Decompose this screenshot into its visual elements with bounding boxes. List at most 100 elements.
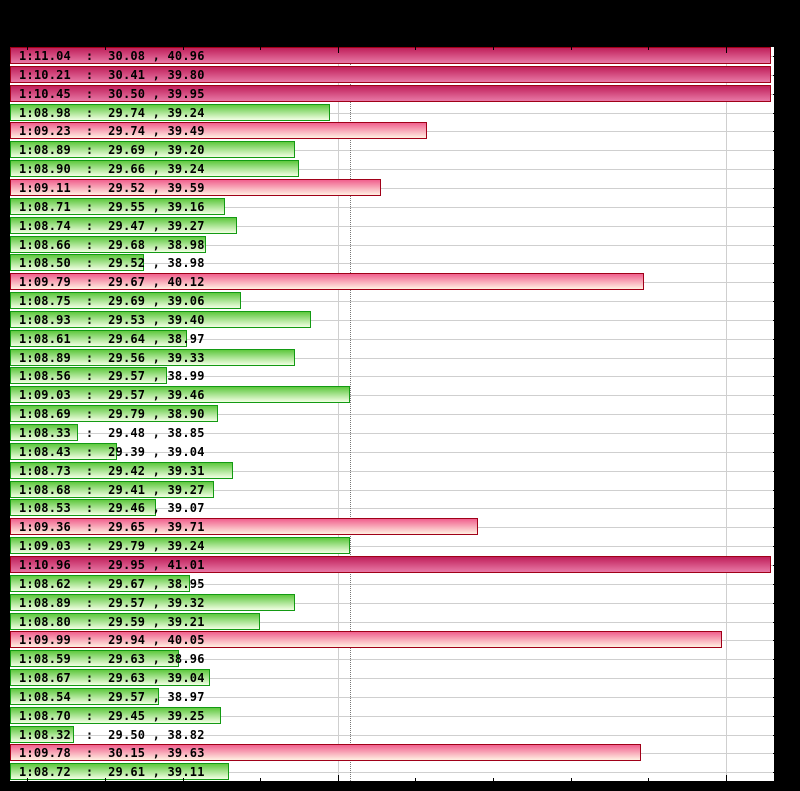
lap-bar xyxy=(10,537,350,554)
axis-tick xyxy=(415,778,416,781)
lap-label: 1:08.80 : 29.59 , 39.21 xyxy=(19,615,205,629)
horizontal-gridline xyxy=(10,207,773,208)
lap-label: 1:08.93 : 29.53 , 39.40 xyxy=(19,313,205,327)
lap-bar xyxy=(10,726,74,743)
axis-tick xyxy=(27,778,28,781)
axis-tick xyxy=(260,47,261,50)
right-axis-tick xyxy=(773,320,776,321)
lap-label: 1:08.89 : 29.56 , 39.33 xyxy=(19,351,205,365)
axis-tick xyxy=(493,778,494,781)
right-axis-tick xyxy=(773,301,776,302)
lap-bar xyxy=(10,179,381,196)
lap-label: 1:08.72 : 29.61 , 39.11 xyxy=(19,765,205,779)
bar-row: 1:10.45 : 30.50 , 39.95 xyxy=(10,85,773,104)
right-axis-tick xyxy=(773,584,776,585)
bar-row: 1:08.74 : 29.47 , 39.27 xyxy=(10,217,773,236)
lap-bar xyxy=(10,688,159,705)
right-axis-tick xyxy=(773,226,776,227)
bar-row: 1:08.89 : 29.57 , 39.32 xyxy=(10,594,773,613)
right-axis-tick xyxy=(773,490,776,491)
horizontal-gridline xyxy=(10,603,773,604)
lap-bar xyxy=(10,763,229,780)
lap-bar xyxy=(10,254,144,271)
lap-bar xyxy=(10,367,167,384)
lap-bar xyxy=(10,462,233,479)
lap-label: 1:11.04 : 30.08 , 40.96 xyxy=(19,49,205,63)
lap-label: 1:08.69 : 29.79 , 38.90 xyxy=(19,407,205,421)
bar-row: 1:08.32 : 29.50 , 38.82 xyxy=(10,726,773,745)
right-axis-tick xyxy=(773,603,776,604)
lap-bar xyxy=(10,160,299,177)
horizontal-gridline xyxy=(10,433,773,434)
lap-label: 1:08.56 : 29.57 , 38.99 xyxy=(19,369,205,383)
lap-bar xyxy=(10,631,722,648)
lap-label: 1:08.89 : 29.57 , 39.32 xyxy=(19,596,205,610)
bar-row: 1:08.69 : 29.79 , 38.90 xyxy=(10,405,773,424)
axis-tick xyxy=(183,778,184,781)
bar-row: 1:09.11 : 29.52 , 39.59 xyxy=(10,179,773,198)
right-axis-tick xyxy=(773,716,776,717)
bar-row: 1:08.80 : 29.59 , 39.21 xyxy=(10,613,773,632)
bar-row: 1:08.33 : 29.48 , 38.85 xyxy=(10,424,773,443)
right-axis-tick xyxy=(773,131,776,132)
lap-label: 1:08.90 : 29.66 , 39.24 xyxy=(19,162,205,176)
horizontal-gridline xyxy=(10,188,773,189)
lap-label: 1:10.45 : 30.50 , 39.95 xyxy=(19,87,205,101)
bar-row: 1:08.72 : 29.61 , 39.11 xyxy=(10,763,773,781)
lap-bar xyxy=(10,669,210,686)
lap-label: 1:08.67 : 29.63 , 39.04 xyxy=(19,671,205,685)
horizontal-gridline xyxy=(10,508,773,509)
bar-row: 1:08.62 : 29.67 , 38.95 xyxy=(10,575,773,594)
horizontal-gridline xyxy=(10,490,773,491)
right-axis-tick xyxy=(773,395,776,396)
horizontal-gridline xyxy=(10,584,773,585)
right-axis-tick xyxy=(773,94,776,95)
horizontal-gridline xyxy=(10,263,773,264)
bar-row: 1:09.23 : 29.74 , 39.49 xyxy=(10,122,773,141)
axis-tick xyxy=(260,778,261,781)
lap-bar xyxy=(10,575,190,592)
lap-label: 1:08.32 : 29.50 , 38.82 xyxy=(19,728,205,742)
lap-label: 1:09.03 : 29.79 , 39.24 xyxy=(19,539,205,553)
lap-label: 1:08.43 : 29.39 , 39.04 xyxy=(19,445,205,459)
horizontal-gridline xyxy=(10,358,773,359)
horizontal-gridline xyxy=(10,320,773,321)
lap-label: 1:09.99 : 29.94 , 40.05 xyxy=(19,633,205,647)
axis-tick xyxy=(105,47,106,50)
right-axis-tick xyxy=(773,565,776,566)
right-axis-tick xyxy=(773,772,776,773)
bar-row: 1:09.36 : 29.65 , 39.71 xyxy=(10,518,773,537)
lap-label: 1:09.79 : 29.67 , 40.12 xyxy=(19,275,205,289)
lap-label: 1:08.54 : 29.57 , 38.97 xyxy=(19,690,205,704)
lap-bar xyxy=(10,198,225,215)
right-axis-tick xyxy=(773,433,776,434)
bar-row: 1:08.43 : 29.39 , 39.04 xyxy=(10,443,773,462)
lap-label: 1:09.03 : 29.57 , 39.46 xyxy=(19,388,205,402)
lap-label: 1:08.74 : 29.47 , 39.27 xyxy=(19,219,205,233)
axis-tick xyxy=(183,47,184,50)
right-axis-tick xyxy=(773,56,776,57)
horizontal-gridline xyxy=(10,339,773,340)
axis-tick xyxy=(648,47,649,50)
horizontal-gridline xyxy=(10,735,773,736)
bar-row: 1:10.21 : 30.41 , 39.80 xyxy=(10,66,773,85)
right-axis-tick xyxy=(773,169,776,170)
right-axis-tick xyxy=(773,527,776,528)
lap-bar xyxy=(10,556,771,573)
right-axis-tick xyxy=(773,546,776,547)
lap-label: 1:09.78 : 30.15 , 39.63 xyxy=(19,746,205,760)
bar-row: 1:08.68 : 29.41 , 39.27 xyxy=(10,481,773,500)
lap-bar xyxy=(10,66,771,83)
lap-bar xyxy=(10,104,330,121)
axis-tick xyxy=(726,47,727,53)
lap-bar xyxy=(10,141,295,158)
right-axis-tick xyxy=(773,414,776,415)
bar-row: 1:09.03 : 29.57 , 39.46 xyxy=(10,386,773,405)
lap-bar xyxy=(10,236,206,253)
right-axis-tick xyxy=(773,376,776,377)
lap-bar xyxy=(10,424,78,441)
right-axis-tick xyxy=(773,245,776,246)
axis-tick xyxy=(648,778,649,781)
lap-label: 1:08.73 : 29.42 , 39.31 xyxy=(19,464,205,478)
right-axis-tick xyxy=(773,735,776,736)
